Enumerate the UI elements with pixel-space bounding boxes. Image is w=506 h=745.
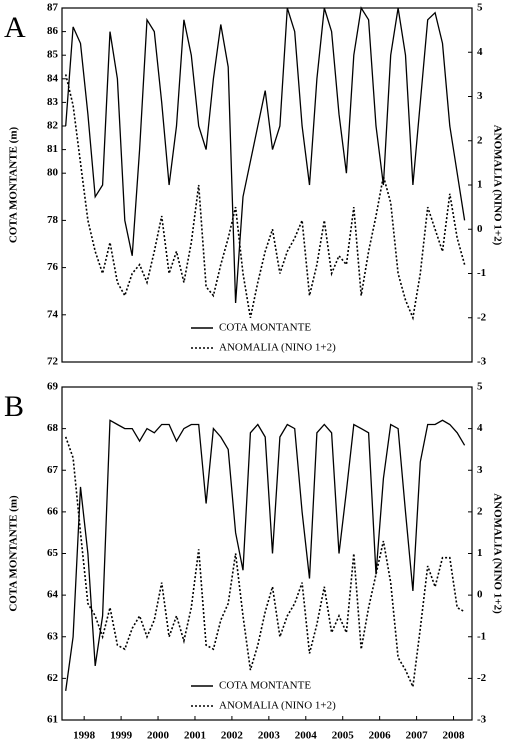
y-tick-label: 85: [47, 49, 59, 61]
data-line: [64, 74, 466, 321]
y2-axis-label: ANOMALIA (NINO 1+2): [491, 125, 503, 246]
legend-label: ANOMALIA (NINO 1+2): [219, 342, 336, 354]
y2-tick-label: 1: [477, 547, 483, 559]
y-tick-label: 72: [47, 356, 59, 368]
y2-tick-label: 0: [477, 223, 483, 235]
y2-tick-label: 2: [477, 505, 483, 517]
y2-tick-label: -1: [477, 630, 486, 642]
legend-label: COTA MONTANTE: [219, 680, 311, 692]
y-tick-label: 62: [47, 672, 59, 684]
y2-tick-label: 4: [477, 46, 483, 58]
y2-tick-label: 3: [477, 464, 483, 476]
data-line: [64, 436, 465, 690]
x-tick-label: 2004: [295, 730, 318, 742]
y2-tick-label: 4: [477, 422, 483, 434]
x-tick-label: 2003: [258, 730, 281, 742]
y2-axis-label: ANOMALIA (NINO 1+2): [491, 493, 503, 614]
legend-label: ANOMALIA (NINO 1+2): [219, 700, 336, 712]
y-tick-label: 68: [47, 422, 59, 434]
y-tick-label: 61: [47, 714, 58, 726]
y2-tick-label: -1: [477, 267, 486, 279]
x-tick-label: 2002: [221, 730, 244, 742]
data-line: [65, 419, 466, 691]
y2-tick-label: -3: [477, 356, 487, 368]
x-tick-label: 2007: [406, 730, 429, 742]
y-tick-label: 86: [47, 25, 59, 37]
y-tick-label: 67: [47, 464, 59, 476]
y-tick-label: 87: [47, 2, 59, 14]
y2-tick-label: 2: [477, 134, 483, 146]
y2-tick-label: -2: [477, 672, 487, 684]
y-tick-label: 83: [47, 96, 59, 108]
y-tick-label: 65: [47, 547, 59, 559]
x-tick-label: 2008: [443, 730, 466, 742]
y-tick-label: 63: [47, 630, 59, 642]
legend-label: COTA MONTANTE: [219, 322, 311, 334]
x-tick-label: 2006: [369, 730, 392, 742]
panel-label: B: [4, 390, 24, 423]
y-tick-label: 84: [47, 72, 59, 84]
x-tick-label: 2005: [332, 730, 355, 742]
y-tick-label: 76: [47, 261, 59, 273]
y2-tick-label: 1: [477, 179, 483, 191]
y2-tick-label: -3: [477, 714, 487, 726]
y2-tick-label: 3: [477, 90, 483, 102]
y-tick-label: 74: [47, 308, 59, 320]
y-tick-label: 81: [47, 143, 58, 155]
y-tick-label: 82: [47, 120, 59, 132]
x-tick-label: 2001: [184, 730, 206, 742]
y2-tick-label: 5: [477, 381, 483, 393]
y-axis-label: COTA MONTANTE (m): [8, 495, 20, 612]
y2-tick-label: 5: [477, 2, 483, 14]
y-tick-label: 69: [47, 381, 59, 393]
x-tick-label: 1999: [110, 730, 133, 742]
y2-tick-label: -2: [477, 311, 487, 323]
y2-tick-label: 0: [477, 589, 483, 601]
y-tick-label: 66: [47, 505, 59, 517]
x-tick-label: 2000: [147, 730, 170, 742]
plot-frame: [61, 386, 473, 721]
y-tick-label: 80: [47, 167, 59, 179]
y-tick-label: 64: [47, 589, 59, 601]
y-axis-label: COTA MONTANTE (m): [8, 127, 20, 244]
data-line: [65, 6, 466, 304]
panel-label: A: [4, 11, 26, 44]
x-tick-label: 1998: [73, 730, 96, 742]
y-tick-label: 78: [47, 214, 59, 226]
